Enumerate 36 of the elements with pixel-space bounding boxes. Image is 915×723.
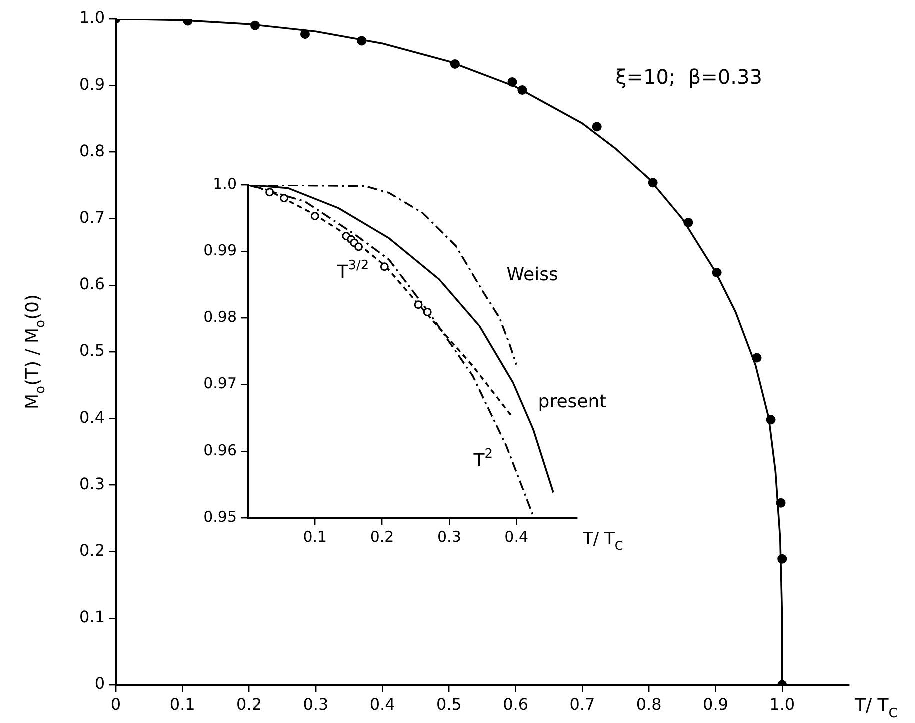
y-tick-label: 0.95 — [204, 508, 237, 526]
y-tick-label: 0.6 — [80, 274, 105, 294]
y-tick-label: 0.98 — [204, 308, 237, 326]
y-tick-label: 0.96 — [204, 441, 237, 460]
x-tick-label: 0.5 — [436, 694, 462, 714]
series-label: present — [538, 391, 607, 412]
y-tick-label: 0.4 — [80, 408, 105, 427]
x-tick-label: 0.7 — [570, 694, 596, 714]
x-tick-label: 0.2 — [236, 694, 262, 714]
x-tick-label: 0.4 — [504, 528, 528, 546]
y-tick-label: 0.3 — [80, 474, 105, 494]
x-tick-label: 0.1 — [303, 528, 328, 546]
x-tick-label: 1.0 — [770, 694, 796, 714]
y-axis-title: Mo(T) / Mo(0) — [22, 294, 49, 410]
x-tick-label: 0.1 — [170, 694, 196, 714]
y-tick-label: 1.0 — [213, 174, 237, 193]
y-tick-label: 0.99 — [204, 241, 237, 260]
x-tick-label: 0.9 — [703, 694, 728, 714]
x-tick-label: 0.4 — [370, 694, 396, 714]
y-tick-label: 0 — [94, 674, 105, 694]
x-tick-label: 0.3 — [303, 694, 329, 714]
y-tick-label: 0.9 — [80, 74, 105, 94]
annotation: ξ=10; β=0.33 — [616, 65, 762, 90]
x-tick-label: 0.2 — [370, 528, 394, 546]
y-tick-label: 0.7 — [80, 208, 105, 227]
x-tick-label: 0.8 — [636, 694, 662, 714]
y-tick-label: 0.97 — [204, 374, 237, 393]
x-tick-label: 0.3 — [438, 528, 462, 546]
y-tick-label: 1.0 — [80, 8, 105, 28]
x-tick-label: 0.6 — [503, 694, 529, 714]
x-tick-label: 0 — [110, 694, 122, 714]
y-tick-label: 0.2 — [80, 540, 105, 560]
y-tick-label: 0.1 — [80, 608, 105, 627]
y-tick-label: 0.8 — [80, 141, 105, 160]
y-tick-label: 0.5 — [80, 341, 105, 360]
series-label: Weiss — [506, 264, 558, 286]
